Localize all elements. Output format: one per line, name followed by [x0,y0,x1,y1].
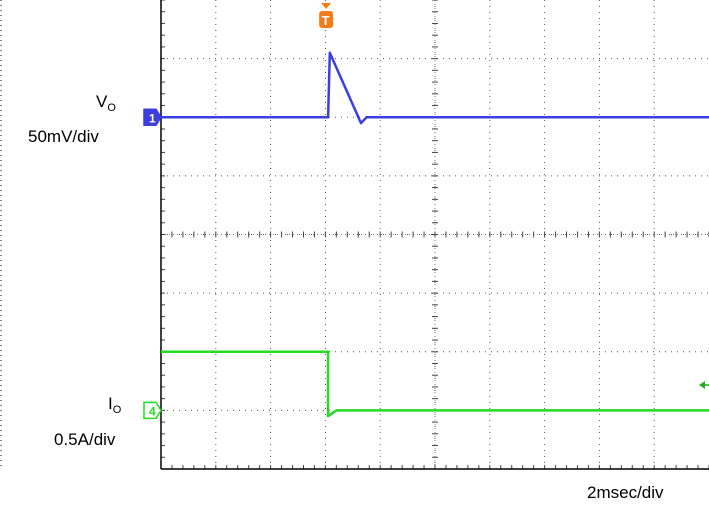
trigger-arrow-icon [321,3,332,9]
channel-4-marker: 4 [143,401,162,420]
channel-4-scale: 0.5A/div [54,430,116,449]
trigger-level-arrow-icon [699,381,705,389]
channel-1-marker-label: 1 [149,111,156,125]
channel-1-name: VO [96,92,116,114]
trigger-badge [319,11,334,28]
time-scale-label: 2msec/div [587,483,664,502]
channel-1-marker: 1 [143,108,162,126]
channel-4-name: IO [108,394,122,416]
channel-4-marker-shape [143,401,162,420]
trigger-marker-label: T [322,13,330,28]
trace-channel-1 [161,51,709,125]
waveform-traces [161,51,709,418]
trigger-marker: T [319,3,334,28]
channel-markers: 1 4 T [143,3,709,420]
channel-1-scale: 50mV/div [28,127,99,146]
trace-channel-4 [161,350,709,418]
channel-4-marker-label: 4 [149,404,156,418]
channel-1-marker-shape [143,108,162,126]
